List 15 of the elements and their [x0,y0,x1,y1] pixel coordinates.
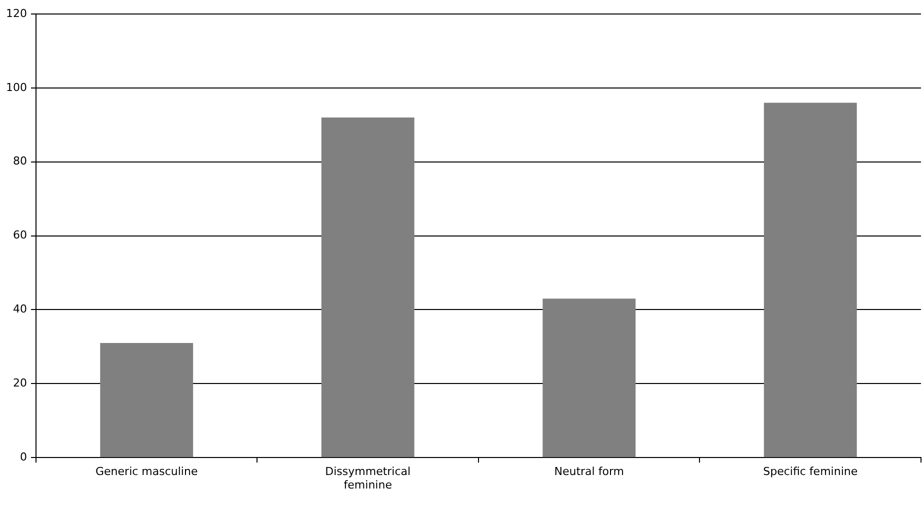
y-tick-label: 40 [12,302,27,316]
y-tick-label: 0 [20,450,27,464]
y-tick-label: 60 [12,228,27,242]
y-tick-label: 80 [12,154,27,168]
x-tick-label: Dissymmetrical feminine [325,465,411,492]
bar [764,102,857,458]
y-tick-label: 120 [6,6,27,20]
x-tick-label: Neutral form [554,465,624,478]
y-tick-label: 100 [6,80,27,94]
bar [321,118,414,458]
x-tick-label: Generic masculine [96,465,198,478]
x-tick-label: Specific feminine [763,465,858,478]
bar [100,343,194,458]
y-tick-label: 20 [12,376,27,390]
bar [542,298,636,458]
